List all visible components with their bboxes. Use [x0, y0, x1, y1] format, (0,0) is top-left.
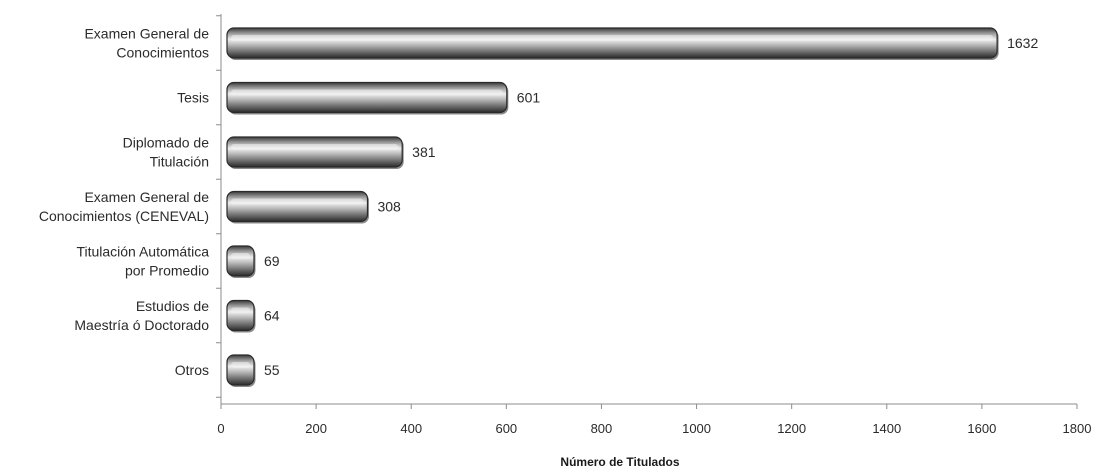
category-label: Diplomado de — [123, 135, 210, 151]
category-label: Otros — [175, 362, 209, 378]
x-tick-label: 1200 — [777, 421, 806, 436]
bar — [226, 245, 255, 277]
bar-highlight — [231, 253, 250, 259]
bar — [226, 136, 403, 168]
data-label: 1632 — [1007, 35, 1038, 51]
data-label: 381 — [412, 144, 436, 160]
category-label: Conocimientos — [116, 45, 209, 61]
category-label: Maestría ó Doctorado — [74, 317, 209, 333]
data-label: 308 — [377, 199, 401, 215]
x-tick-label: 1000 — [682, 421, 711, 436]
category-label: Examen General de — [84, 189, 209, 205]
x-tick-label: 0 — [217, 421, 224, 436]
bars — [226, 27, 999, 387]
data-label: 55 — [264, 362, 280, 378]
x-tick-label: 600 — [495, 421, 517, 436]
axes — [216, 14, 1078, 409]
bar-highlight — [231, 362, 250, 368]
x-tick-label: 1400 — [872, 421, 901, 436]
x-axis-title: Número de Titulados — [560, 455, 679, 469]
data-label: 64 — [264, 308, 280, 324]
bar — [226, 299, 255, 332]
x-tick-label: 1800 — [1063, 421, 1092, 436]
category-label: Conocimientos (CENEVAL) — [39, 208, 209, 224]
labels: 0 200 400 600 800 1000 1200 1400 1600 1800 1632 Exa… — [39, 26, 1092, 437]
data-label: 601 — [517, 90, 541, 106]
x-tick-label: 400 — [400, 421, 422, 436]
bar — [226, 190, 369, 223]
bar-highlight — [231, 35, 994, 41]
x-tick-label: 800 — [591, 421, 613, 436]
data-label: 69 — [264, 253, 280, 269]
x-tick-label: 1600 — [967, 421, 996, 436]
bar — [226, 81, 508, 114]
bar — [226, 27, 998, 59]
bar-highlight — [231, 89, 503, 96]
bar — [226, 354, 255, 386]
bar-highlight — [231, 307, 250, 314]
category-label: Tesis — [177, 90, 209, 106]
x-tick-label: 200 — [305, 421, 327, 436]
category-label: por Promedio — [125, 263, 209, 279]
category-label: Titulación — [150, 154, 209, 170]
bar-highlight — [231, 144, 399, 150]
bar-highlight — [231, 198, 364, 205]
category-label: Titulación Automática — [76, 244, 209, 260]
category-label: Examen General de — [84, 26, 209, 42]
category-label: Estudios de — [136, 298, 209, 314]
